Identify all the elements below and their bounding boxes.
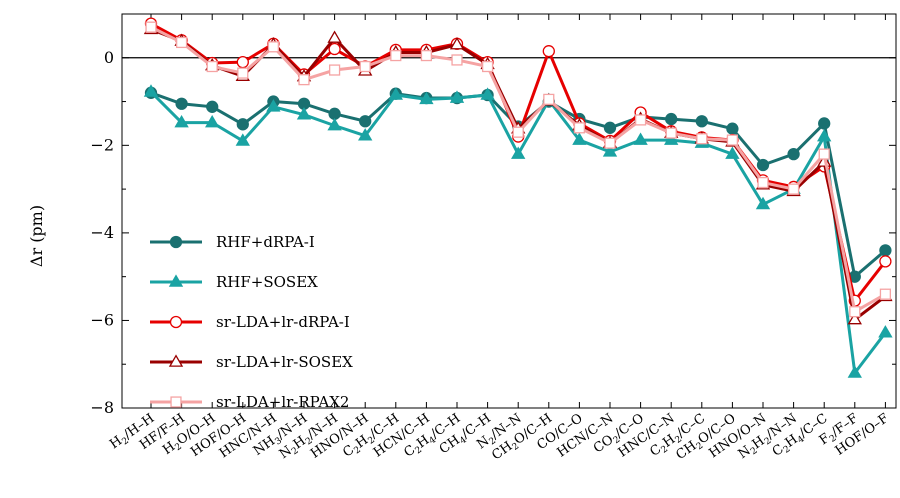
data-point — [543, 93, 555, 105]
data-point — [296, 107, 312, 120]
data-point — [449, 37, 465, 50]
y-axis-label: Δr (pm) — [27, 205, 46, 267]
plot-area: 0−2−4−6−8H2/H–HHF/F–HH2O/O–HHOF/O–HHNC/N… — [90, 13, 897, 463]
data-point — [419, 91, 434, 105]
data-point — [267, 41, 280, 53]
data-point — [512, 126, 524, 138]
data-point — [328, 64, 341, 76]
data-point — [175, 36, 188, 49]
data-point — [266, 99, 281, 112]
data-point — [174, 114, 189, 128]
data-point — [879, 244, 892, 257]
legend-entry: sr-LDA+lr-dRPA-I — [150, 313, 350, 331]
data-point — [604, 137, 616, 149]
data-point — [849, 306, 861, 318]
data-point — [388, 87, 403, 100]
data-point — [449, 90, 465, 103]
data-point — [420, 49, 433, 62]
data-point — [726, 134, 739, 146]
data-point — [237, 67, 249, 79]
data-point — [358, 128, 373, 141]
data-point — [847, 365, 862, 378]
data-point — [206, 60, 218, 73]
legend-label: RHF+dRPA-I — [216, 233, 315, 251]
data-point — [665, 127, 677, 139]
y-tick-label: −2 — [90, 135, 114, 154]
data-point — [725, 146, 740, 159]
legend: RHF+dRPA-I RHF+SOSEX sr-LDA+lr-dRPA-I sr-LD… — [150, 233, 353, 411]
data-point — [298, 74, 310, 86]
data-point — [665, 112, 678, 126]
legend-entry: RHF+dRPA-I — [150, 233, 315, 251]
legend-label: sr-LDA+lr-SOSEX — [216, 353, 353, 371]
data-point — [236, 56, 249, 69]
y-tick-label: −6 — [90, 310, 114, 329]
data-point — [726, 122, 739, 135]
legend-marker — [168, 354, 184, 367]
data-point — [817, 128, 832, 142]
data-point — [205, 114, 220, 128]
data-point — [359, 115, 372, 128]
legend-label: sr-LDA+lr-dRPA-I — [216, 313, 350, 331]
data-point — [235, 133, 250, 146]
legend-marker — [168, 274, 184, 287]
data-point — [236, 118, 249, 131]
data-point — [480, 87, 495, 100]
data-point — [206, 100, 219, 113]
data-point — [390, 49, 402, 62]
data-point — [328, 42, 341, 56]
data-point — [481, 60, 494, 73]
legend-entry: sr-LDA+lr-SOSEX — [150, 353, 353, 371]
data-point — [511, 146, 526, 159]
data-point — [664, 132, 679, 145]
legend-marker — [169, 315, 183, 329]
data-point — [695, 115, 708, 128]
plot-frame — [121, 13, 897, 409]
data-point — [573, 122, 586, 134]
y-tick-label: −4 — [90, 223, 114, 242]
data-point — [696, 133, 708, 145]
legend-entry: RHF+SOSEX — [150, 273, 318, 291]
data-point — [542, 45, 555, 58]
data-point — [879, 255, 892, 268]
data-point — [818, 117, 831, 130]
legend-label: RHF+SOSEX — [216, 273, 318, 291]
data-point — [603, 121, 617, 134]
series-line — [150, 25, 887, 315]
data-point — [755, 196, 771, 210]
data-point — [451, 54, 463, 66]
legend-marker — [170, 396, 182, 408]
data-point — [572, 132, 587, 145]
legend-marker — [169, 235, 183, 249]
data-point — [327, 118, 342, 131]
data-point — [633, 132, 648, 145]
data-point — [145, 21, 157, 33]
data-point — [878, 325, 893, 338]
data-point — [818, 148, 830, 160]
data-point — [788, 183, 800, 195]
data-point — [602, 144, 618, 157]
data-point — [143, 84, 159, 97]
data-point — [327, 30, 342, 43]
data-point — [757, 176, 769, 189]
data-point — [756, 158, 770, 172]
series-4 — [145, 21, 892, 318]
data-point — [879, 288, 892, 300]
legend-label: sr-LDA+lr-RPAX2 — [216, 393, 349, 411]
data-point — [359, 60, 371, 73]
data-point — [787, 147, 800, 161]
y-tick-label: 0 — [104, 48, 114, 67]
data-point — [635, 114, 647, 126]
data-point — [175, 97, 188, 110]
data-point — [847, 311, 862, 325]
legend-entry: sr-LDA+lr-RPAX2 — [150, 393, 349, 411]
y-tick-label: −8 — [90, 398, 114, 417]
data-point — [328, 107, 341, 120]
